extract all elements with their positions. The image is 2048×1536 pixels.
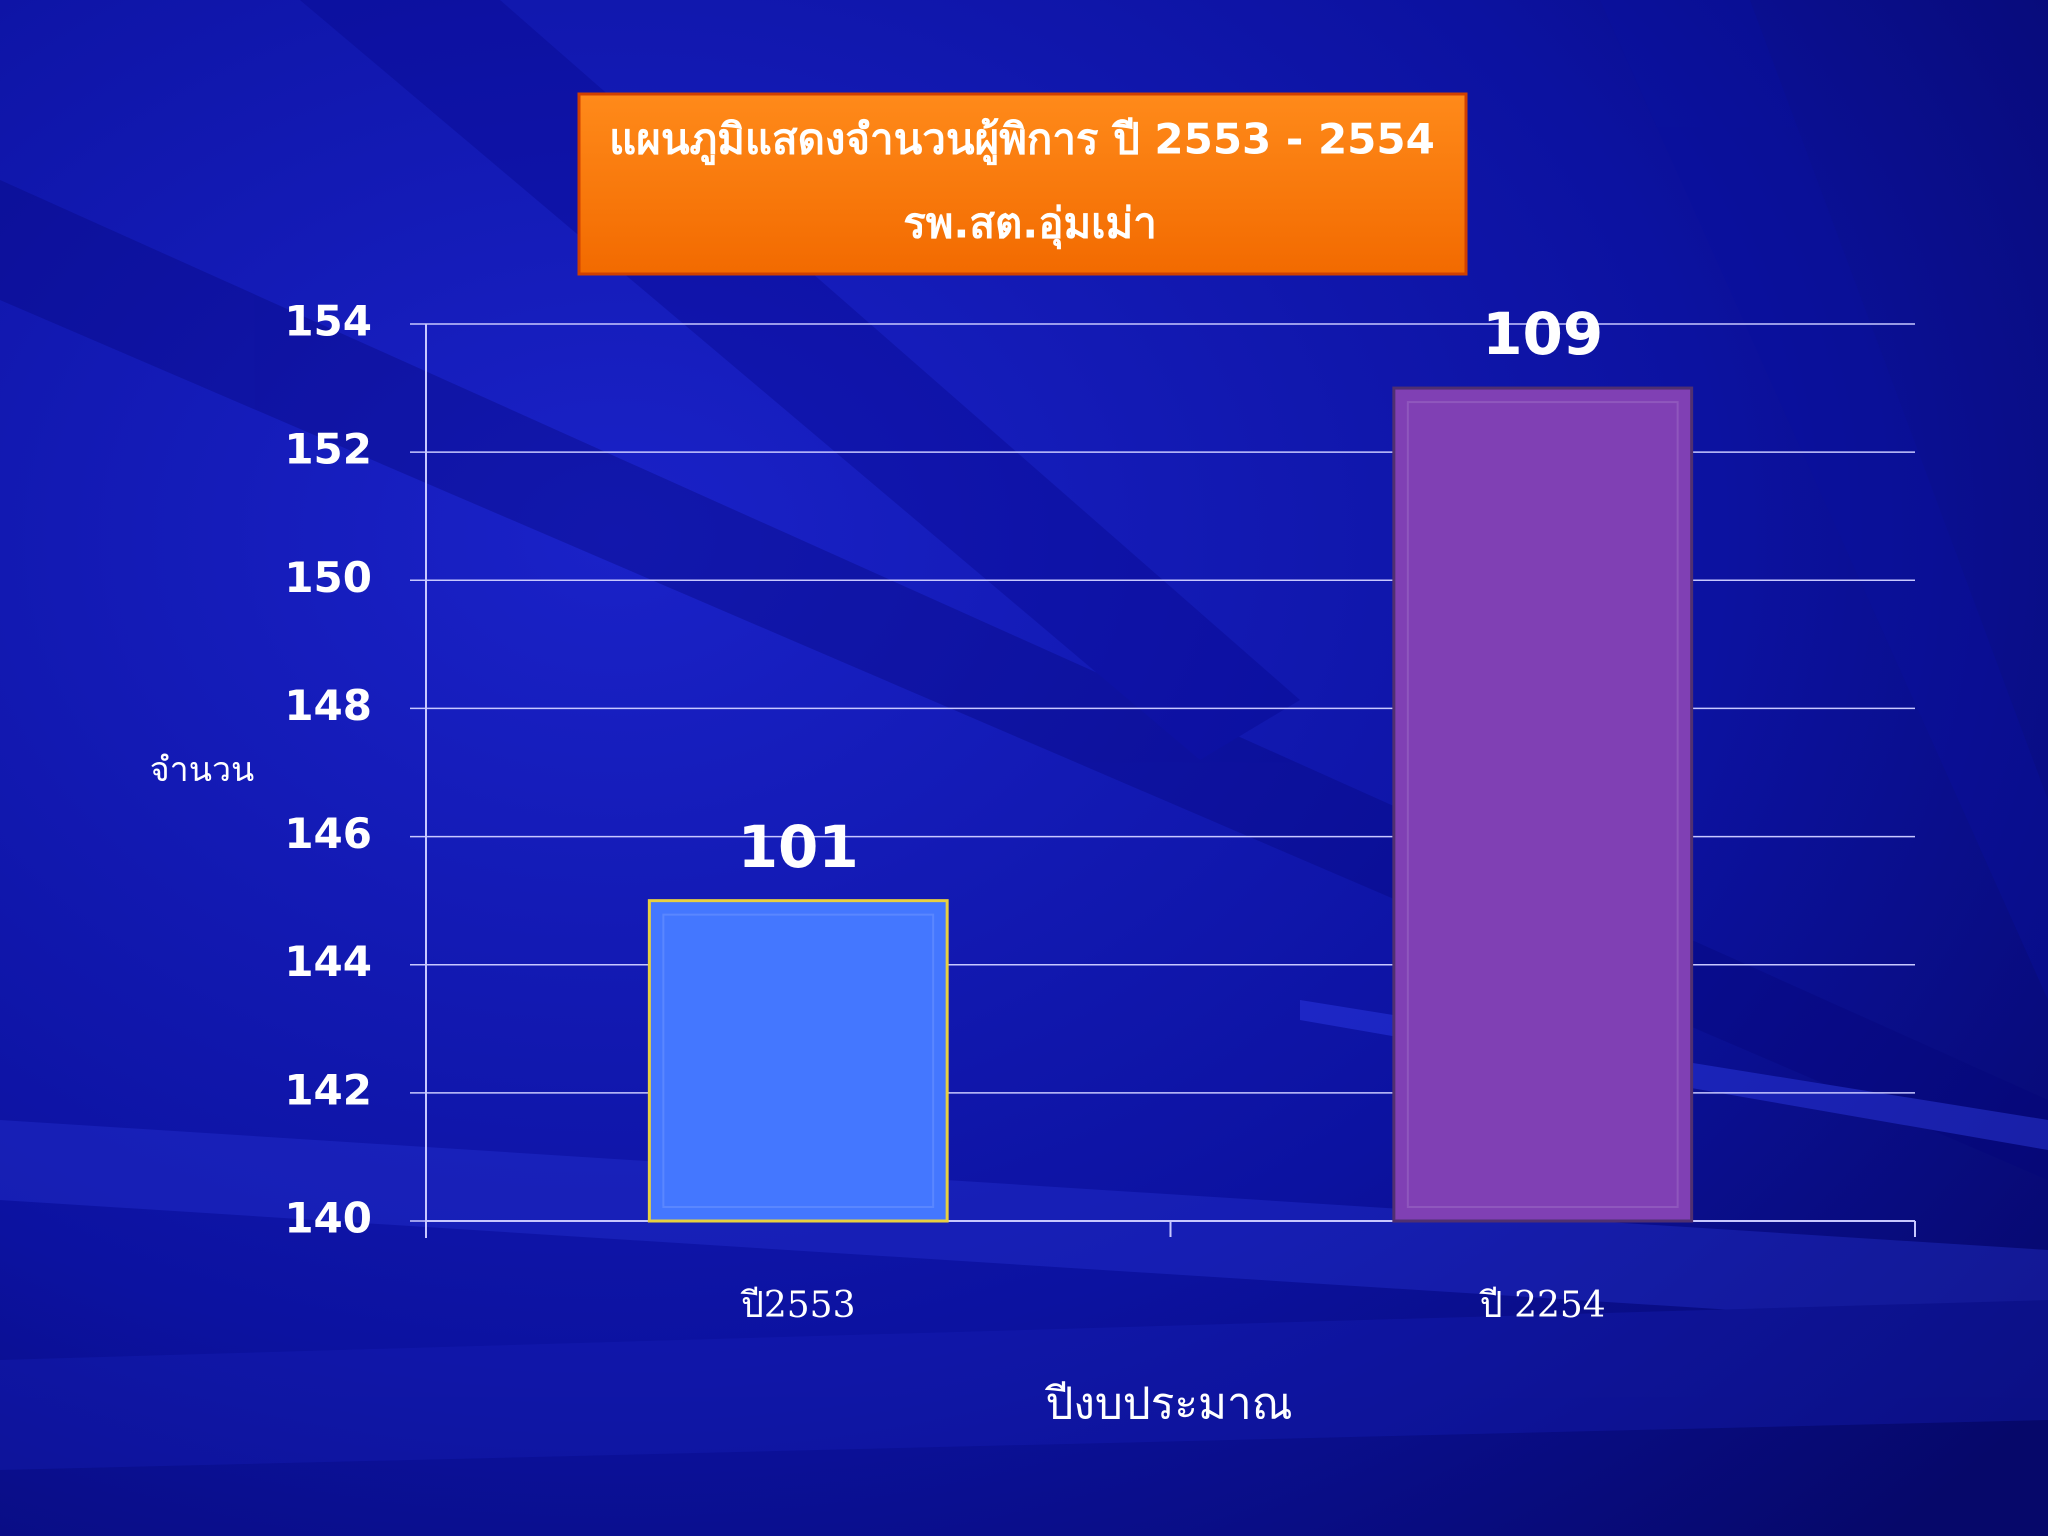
y-tick-label: 142 [284, 1065, 372, 1114]
bar-annotation: 109 [1482, 300, 1603, 368]
bar-annotation: 101 [738, 813, 859, 881]
y-axis-title: จำนวน [150, 750, 255, 790]
bar-bevel [1406, 401, 1679, 1209]
y-tick-label: 140 [284, 1194, 372, 1243]
x-tick-label: ปี 2254 [1479, 1285, 1606, 1326]
x-tick-label: ปี2553 [740, 1285, 855, 1326]
chart-title: แผนภูมิแสดงจำนวนผู้พิการ ปี 2553 - 2554 [609, 115, 1435, 166]
x-axis-title: ปีงบประมาณ [1044, 1379, 1292, 1430]
bar [1392, 386, 1694, 1223]
y-tick-label: 148 [284, 681, 372, 730]
title-box [577, 92, 1468, 276]
chart-subtitle: รพ.สต.อุ่มเม่า [903, 199, 1157, 250]
y-tick-label: 154 [284, 297, 372, 346]
y-tick-label: 144 [284, 937, 372, 986]
y-tick-label: 150 [284, 553, 372, 602]
bar-bevel [662, 913, 935, 1209]
bar [647, 899, 949, 1223]
y-tick-label: 146 [284, 809, 372, 858]
y-tick-label: 152 [284, 425, 372, 474]
